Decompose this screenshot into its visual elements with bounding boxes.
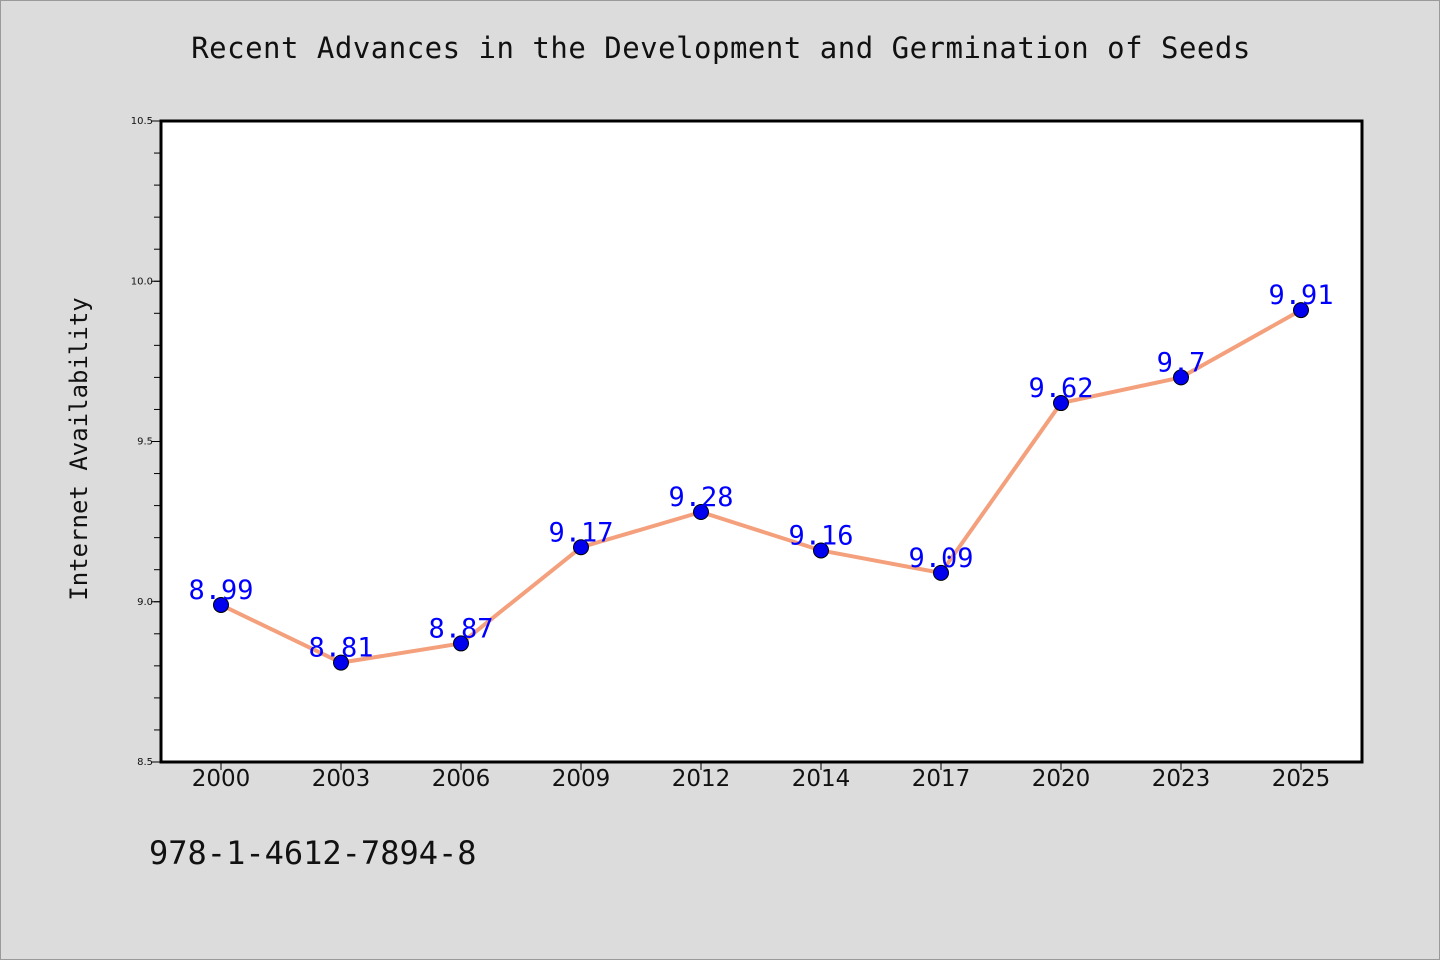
data-point <box>1293 302 1309 319</box>
x-tick-label: 2009 <box>552 766 611 792</box>
isbn-label: 978-1-4612-7894-8 <box>149 834 477 872</box>
y-tick-label: 9.5 <box>137 437 153 448</box>
y-axis-label: Internet Availability <box>65 297 93 600</box>
series-layer <box>213 302 1309 671</box>
data-point <box>333 654 349 671</box>
plot-area <box>159 119 1364 764</box>
x-tick-label: 2000 <box>192 766 251 792</box>
data-point <box>813 542 829 559</box>
data-labels: 8.99 8.81 8.87 9.17 9.28 9.16 9.09 9.62 9.7 9.91 <box>188 280 1333 664</box>
x-tick-label: 2012 <box>672 766 731 792</box>
y-tick-label: 10.5 <box>131 116 153 127</box>
y-tick-label: 10.0 <box>131 276 153 287</box>
data-label: 8.81 <box>308 633 373 664</box>
data-point <box>1173 369 1189 386</box>
x-tick-label: 2014 <box>792 766 851 792</box>
x-tick-label: 2017 <box>912 766 971 792</box>
y-axis-ticks: 8.5 9.0 9.5 10.0 10.5 <box>131 116 161 768</box>
chart-title: Recent Advances in the Development and G… <box>191 31 1251 65</box>
data-label: 9.09 <box>908 543 973 574</box>
data-point <box>453 635 469 652</box>
data-label: 9.91 <box>1268 280 1333 311</box>
y-tick-label: 8.5 <box>137 757 153 768</box>
data-label: 9.7 <box>1157 347 1206 378</box>
x-tick-label: 2020 <box>1032 766 1091 792</box>
data-label: 9.62 <box>1028 373 1093 404</box>
data-label: 9.16 <box>788 520 853 551</box>
x-tick-label: 2006 <box>432 766 491 792</box>
data-point <box>573 539 589 556</box>
data-point <box>1053 395 1069 412</box>
data-point <box>933 564 949 581</box>
series-line <box>219 308 1303 665</box>
x-tick-label: 2003 <box>312 766 371 792</box>
data-label: 8.87 <box>428 613 493 644</box>
data-label: 9.17 <box>548 517 613 548</box>
data-point <box>693 504 709 521</box>
x-axis-ticks: 2000 2003 2006 2009 2012 2014 2017 2020 2023 2025 <box>192 762 1331 792</box>
data-label: 8.99 <box>188 575 253 606</box>
data-point <box>213 596 229 613</box>
x-tick-label: 2025 <box>1272 766 1331 792</box>
data-label: 9.28 <box>668 482 733 513</box>
y-tick-label: 9.0 <box>137 597 153 608</box>
x-tick-label: 2023 <box>1152 766 1211 792</box>
